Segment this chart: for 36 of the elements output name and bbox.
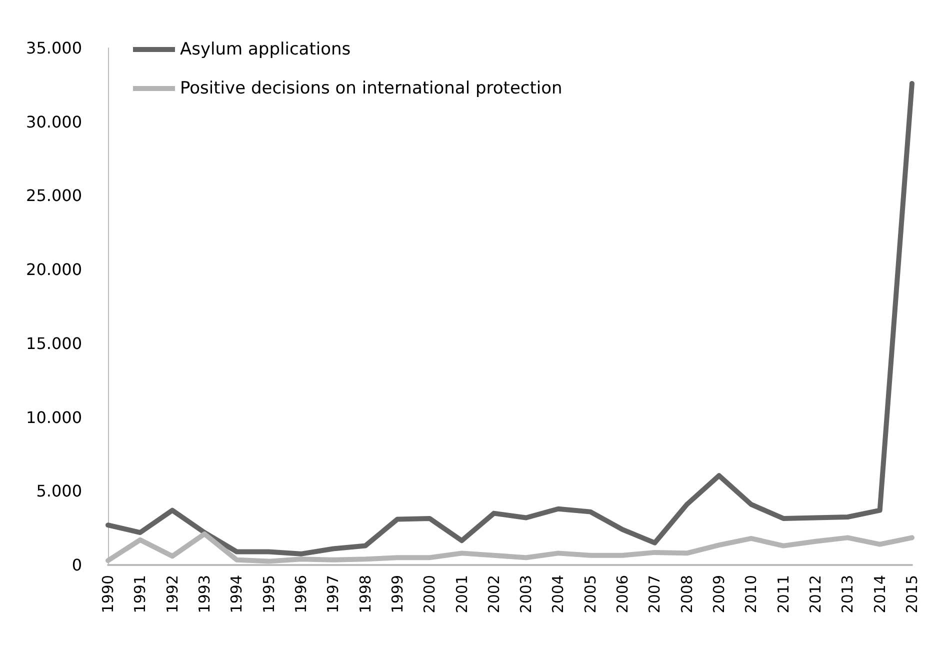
x-tick-label: 2012: [806, 575, 825, 614]
legend-label: Positive decisions on international protection: [180, 78, 562, 98]
y-tick-label: 0: [72, 556, 82, 574]
x-tick-label: 2011: [774, 575, 792, 614]
x-tick-label: 2013: [838, 575, 857, 614]
x-tick-label: 1997: [324, 575, 342, 614]
x-tick-label: 2008: [678, 575, 696, 614]
x-tick-label: 2001: [452, 575, 471, 614]
x-tick-label: 1991: [131, 575, 150, 614]
x-tick-label: 2015: [903, 575, 921, 614]
y-tick-label: 35.000: [26, 38, 82, 58]
x-tick-label: 2002: [484, 575, 503, 614]
x-tick-label: 2006: [614, 575, 632, 614]
legend-label: Asylum applications: [180, 40, 351, 60]
x-tick-label: 1990: [99, 575, 117, 614]
x-tick-label: 1999: [388, 575, 406, 614]
x-tick-label: 1994: [228, 575, 246, 614]
y-tick-label: 20.000: [26, 260, 82, 280]
x-tick-label: 2004: [549, 575, 568, 614]
x-tick-label: 1992: [163, 575, 182, 614]
x-tick-label: 1995: [260, 575, 278, 614]
y-tick-label: 25.000: [26, 186, 82, 206]
x-tick-label: 2009: [710, 575, 728, 614]
x-tick-label: 2003: [517, 575, 536, 614]
y-tick-label: 5.000: [36, 482, 82, 501]
x-tick-label: 2000: [420, 575, 439, 614]
x-tick-label: 1993: [195, 575, 214, 614]
x-tick-label: 1996: [292, 575, 310, 614]
y-tick-label: 15.000: [26, 334, 82, 353]
x-tick-label: 2005: [581, 575, 600, 614]
y-tick-label: 10.000: [26, 408, 82, 427]
x-tick-label: 1998: [356, 575, 374, 614]
x-tick-label: 2007: [646, 575, 664, 614]
x-tick-label: 2010: [742, 575, 760, 614]
x-tick-label: 2014: [870, 575, 889, 614]
y-tick-label: 30.000: [26, 112, 82, 132]
